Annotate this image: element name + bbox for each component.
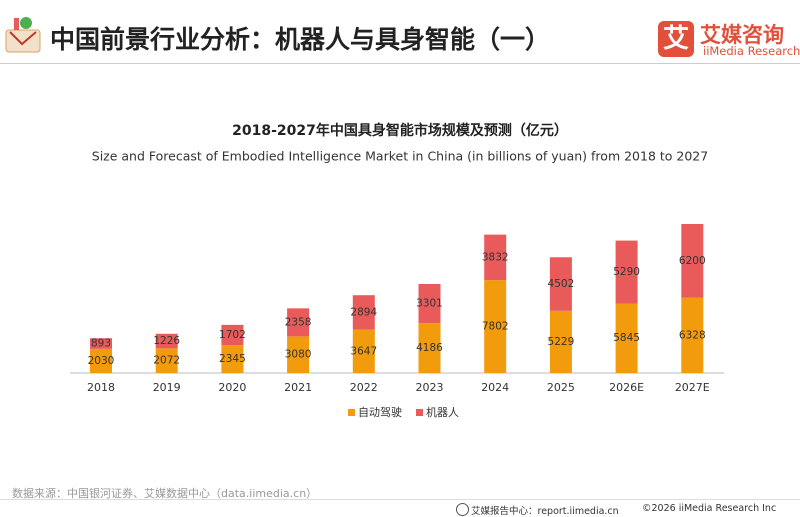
value-label: 3080: [285, 349, 312, 361]
value-label: 4502: [548, 278, 575, 290]
value-label: 7802: [482, 321, 509, 333]
logo-text: 艾媒咨询: [700, 23, 784, 47]
footer-rule: [0, 499, 800, 500]
x-tick-label: 2026E: [609, 381, 644, 394]
footer-copyright: ©2026 iiMedia Research Inc: [642, 503, 777, 514]
value-label: 3647: [350, 345, 377, 357]
value-label: 2030: [88, 355, 115, 367]
x-tick-label: 2018: [87, 381, 115, 394]
logo-english: iiMedia Research: [703, 44, 800, 58]
value-label: 4186: [416, 342, 443, 354]
bar-segment: [615, 303, 638, 373]
x-tick-label: 2024: [481, 381, 509, 394]
bar-segment: [615, 240, 638, 304]
bar-segment: [352, 295, 375, 330]
x-tick-label: 2027E: [675, 381, 710, 394]
chart-subtitle: Size and Forecast of Embodied Intelligen…: [92, 149, 708, 164]
value-label: 1226: [153, 335, 180, 347]
x-tick-label: 2021: [284, 381, 312, 394]
bar-segment: [90, 348, 112, 373]
bar-segment: [155, 333, 178, 349]
bar-segment: [418, 323, 441, 373]
bar-segment: [681, 224, 704, 298]
value-label: 5229: [548, 336, 575, 348]
bar-segment: [418, 283, 441, 324]
footer-icon: [456, 503, 469, 516]
bar-segment: [221, 324, 244, 346]
source: 数据来源：中国银河证券、艾媒数据中心（data.iimedia.cn）: [12, 487, 318, 500]
value-label: 3832: [482, 251, 509, 263]
value-label: 2894: [350, 306, 377, 318]
bar-segment: [287, 336, 310, 373]
bar-segment: [549, 310, 572, 373]
x-tick-label: 2023: [416, 381, 444, 394]
value-label: 6328: [679, 329, 706, 341]
x-tick-label: 2019: [153, 381, 181, 394]
value-label: 5290: [613, 266, 640, 278]
header-rule: [0, 63, 800, 64]
bar-segment: [549, 257, 572, 311]
value-label: 6200: [679, 255, 706, 267]
bar-segment: [155, 348, 178, 373]
x-tick-label: 2020: [218, 381, 246, 394]
header-icon: [5, 17, 41, 53]
value-label: 1702: [219, 329, 246, 341]
value-label: 3301: [416, 298, 443, 310]
logo-mark: 艾: [658, 21, 694, 57]
bar-segment: [90, 338, 112, 349]
bar-segment: [352, 329, 375, 373]
bar-segment: [484, 280, 507, 373]
legend-label: 机器人: [426, 405, 459, 419]
page-title: 中国前景行业分析：机器人与具身智能（一）: [50, 25, 551, 54]
bar-segment: [287, 308, 310, 337]
value-label: 5845: [613, 332, 640, 344]
value-label: 2358: [285, 316, 312, 328]
chart-title: 2018-2027年中国具身智能市场规模及预测（亿元）: [232, 122, 568, 139]
legend-swatch: [416, 409, 423, 416]
footer-site: 艾媒报告中心：report.iimedia.cn: [471, 506, 619, 517]
bar-segment: [484, 234, 507, 281]
value-label: 2345: [219, 353, 246, 365]
legend-label: 自动驾驶: [358, 405, 402, 419]
value-label: 2072: [153, 355, 180, 367]
bar-segment: [221, 345, 244, 373]
bar-segment: [681, 297, 704, 373]
legend-swatch: [348, 409, 355, 416]
value-label: 893: [91, 338, 111, 350]
x-tick-label: 2025: [547, 381, 575, 394]
x-tick-label: 2022: [350, 381, 378, 394]
